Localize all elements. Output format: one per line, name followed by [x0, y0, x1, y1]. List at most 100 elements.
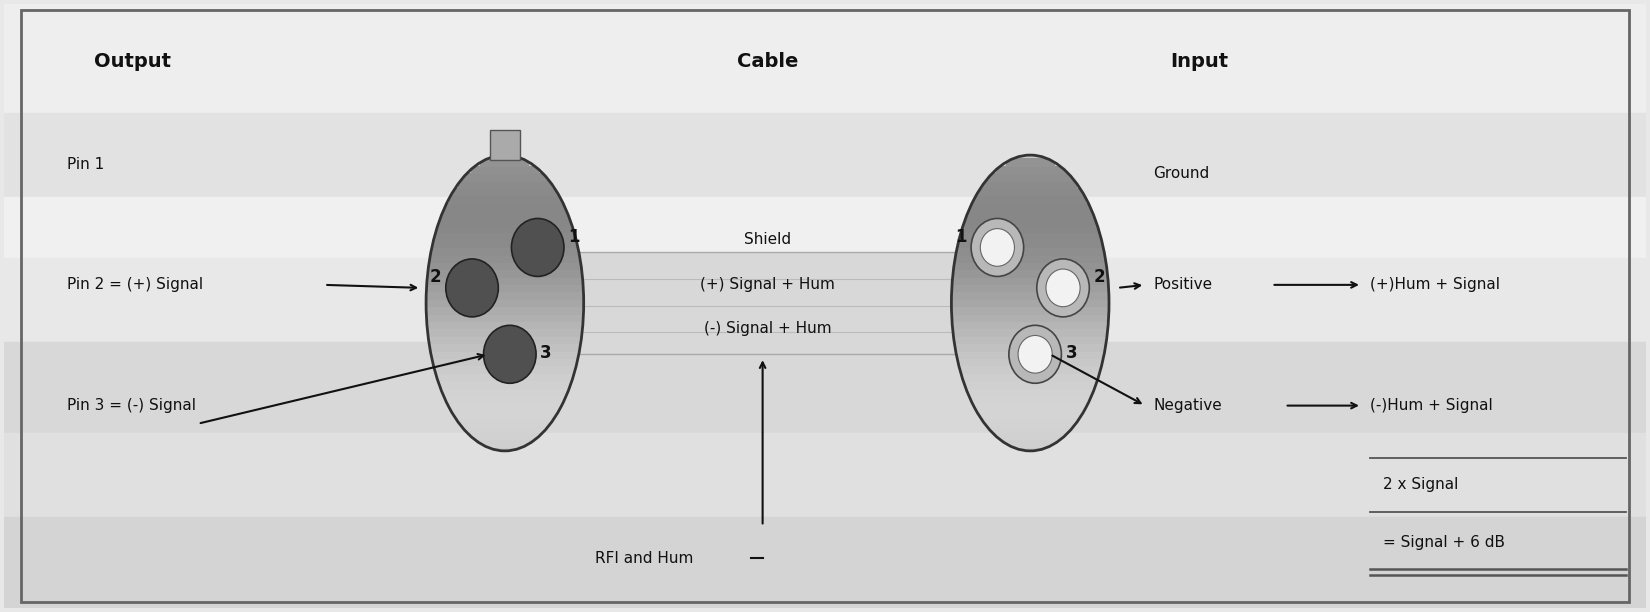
Ellipse shape: [952, 155, 1109, 451]
Ellipse shape: [426, 155, 584, 451]
Bar: [5, 433, 1645, 517]
Bar: [439, 380, 571, 389]
Bar: [5, 4, 1645, 113]
Ellipse shape: [426, 155, 584, 451]
Ellipse shape: [426, 155, 584, 451]
Ellipse shape: [426, 155, 584, 451]
Text: Ground: Ground: [1153, 166, 1209, 181]
Ellipse shape: [952, 155, 1109, 451]
Ellipse shape: [952, 155, 1109, 451]
Text: (+)Hum + Signal: (+)Hum + Signal: [1370, 277, 1500, 293]
Ellipse shape: [952, 155, 1109, 451]
Ellipse shape: [426, 155, 584, 451]
Bar: [505, 252, 1030, 354]
Ellipse shape: [952, 155, 1109, 451]
Bar: [952, 277, 1109, 285]
Bar: [426, 313, 584, 322]
Bar: [962, 373, 1099, 381]
Ellipse shape: [952, 155, 1109, 451]
Ellipse shape: [1008, 326, 1061, 383]
Ellipse shape: [426, 155, 584, 451]
Ellipse shape: [426, 155, 584, 451]
Bar: [439, 217, 571, 226]
Bar: [429, 335, 581, 345]
Bar: [429, 343, 581, 352]
Text: 2: 2: [1094, 268, 1106, 286]
Ellipse shape: [952, 155, 1109, 451]
Ellipse shape: [426, 155, 584, 451]
Bar: [470, 432, 540, 441]
Bar: [434, 365, 576, 374]
Text: (-)Hum + Signal: (-)Hum + Signal: [1370, 398, 1493, 413]
Ellipse shape: [426, 155, 584, 451]
Ellipse shape: [952, 155, 1109, 451]
Bar: [427, 277, 582, 285]
Bar: [955, 255, 1106, 263]
Text: (+) Signal + Hum: (+) Signal + Hum: [700, 277, 835, 293]
Bar: [426, 306, 584, 315]
Bar: [978, 188, 1082, 196]
Ellipse shape: [952, 155, 1109, 451]
Bar: [5, 258, 1645, 342]
Bar: [952, 313, 1109, 322]
Ellipse shape: [952, 155, 1109, 451]
Ellipse shape: [426, 155, 584, 451]
Bar: [431, 247, 579, 256]
Text: Positive: Positive: [1153, 277, 1213, 293]
Bar: [449, 402, 561, 411]
Ellipse shape: [426, 155, 584, 451]
Ellipse shape: [952, 155, 1109, 451]
Ellipse shape: [446, 259, 498, 317]
Bar: [426, 291, 584, 300]
Bar: [5, 113, 1645, 197]
Ellipse shape: [980, 229, 1015, 266]
Ellipse shape: [426, 155, 584, 451]
Ellipse shape: [426, 155, 584, 451]
Bar: [480, 158, 530, 167]
Ellipse shape: [952, 155, 1109, 451]
Bar: [432, 239, 578, 248]
Ellipse shape: [426, 155, 584, 451]
Bar: [952, 306, 1109, 315]
Ellipse shape: [952, 155, 1109, 451]
Ellipse shape: [952, 155, 1109, 451]
Bar: [988, 424, 1072, 433]
Ellipse shape: [426, 155, 584, 451]
Text: Cable: Cable: [738, 52, 799, 71]
Bar: [432, 358, 578, 367]
Bar: [470, 166, 540, 174]
Ellipse shape: [426, 155, 584, 451]
Bar: [426, 299, 584, 307]
Ellipse shape: [952, 155, 1109, 451]
Ellipse shape: [426, 155, 584, 451]
Bar: [431, 351, 579, 359]
Ellipse shape: [952, 155, 1109, 451]
Bar: [464, 424, 546, 433]
Ellipse shape: [426, 155, 584, 451]
Bar: [967, 210, 1094, 218]
Ellipse shape: [426, 155, 584, 451]
Ellipse shape: [952, 155, 1109, 451]
Bar: [5, 342, 1645, 433]
Bar: [962, 225, 1099, 233]
Bar: [952, 321, 1109, 329]
Bar: [437, 225, 573, 233]
Ellipse shape: [426, 155, 584, 451]
Ellipse shape: [952, 155, 1109, 451]
Bar: [446, 395, 564, 403]
Bar: [434, 232, 576, 241]
Ellipse shape: [952, 155, 1109, 451]
Text: RFI and Hum: RFI and Hum: [596, 551, 693, 566]
Text: 1: 1: [955, 228, 967, 245]
Bar: [452, 409, 558, 418]
Text: 2: 2: [431, 268, 442, 286]
Ellipse shape: [426, 155, 584, 451]
Bar: [978, 409, 1082, 418]
Bar: [449, 195, 561, 204]
Ellipse shape: [426, 155, 584, 451]
Ellipse shape: [483, 326, 536, 383]
Ellipse shape: [952, 155, 1109, 451]
Bar: [5, 517, 1645, 608]
Ellipse shape: [952, 155, 1109, 451]
Ellipse shape: [426, 155, 584, 451]
